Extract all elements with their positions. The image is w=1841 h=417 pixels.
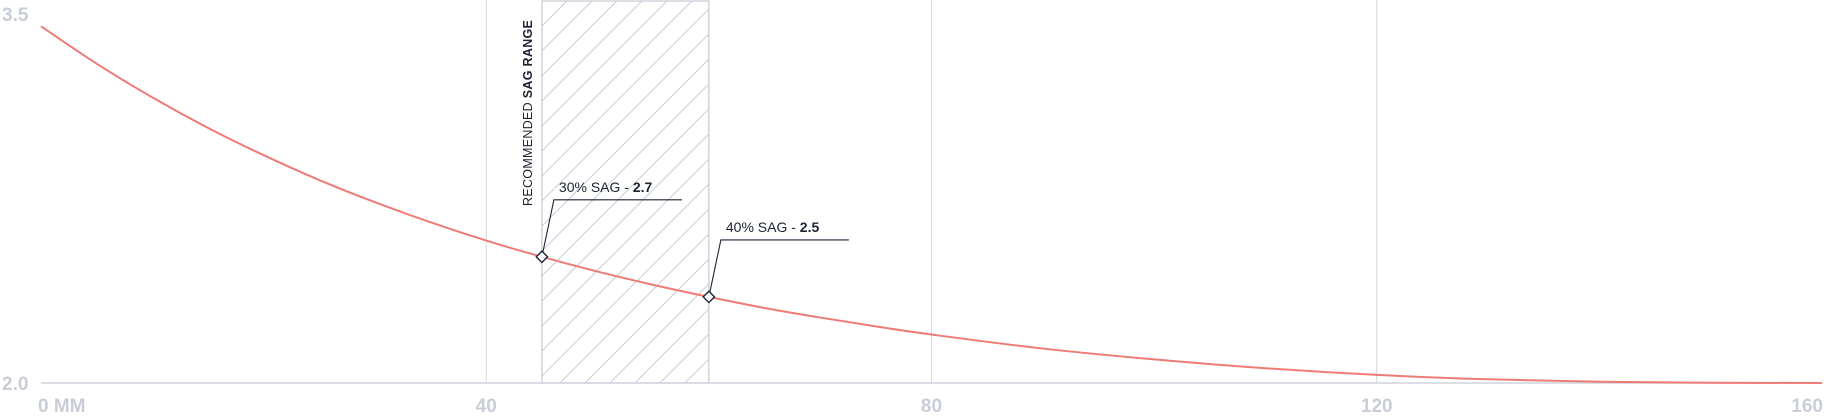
hatch-line [541, 183, 709, 352]
sag-annotations: 30% SAG - 2.7 40% SAG - 2.5 [535, 179, 849, 304]
hatch-line [609, 283, 709, 383]
band-label: RECOMMENDED SAG RANGE [521, 20, 535, 206]
x-tick-label-0: 0 MM [38, 396, 86, 417]
hatch-line [885, 1, 1267, 383]
series-line [40, 25, 1823, 384]
hatch-line [541, 158, 709, 327]
band-hatch [541, 1, 1467, 383]
hatch-line [541, 1, 568, 27]
annotation-30: 30% SAG - 2.7 [535, 179, 682, 264]
hatch-line [541, 133, 709, 302]
y-tick-label-3-5: 3.5 [2, 5, 29, 26]
hatch-line [710, 1, 1092, 383]
hatch-line [541, 1, 643, 102]
hatch-line [760, 1, 1142, 383]
band-label-bold: SAG RANGE [521, 20, 535, 98]
hatch-line [634, 308, 709, 383]
annotation-40-value: 2.5 [800, 219, 820, 235]
annotation-40-leader [708, 239, 849, 298]
hatch-line [860, 1, 1242, 383]
hatch-line [541, 1, 693, 152]
annotation-40-text: 40% SAG - 2.5 [726, 219, 820, 235]
band-label-prefix: RECOMMENDED [521, 98, 535, 206]
hatch-line [1060, 1, 1442, 383]
hatch-line [785, 1, 1167, 383]
hatch-line [985, 1, 1367, 383]
hatch-line [1010, 1, 1392, 383]
hatch-line [735, 1, 1117, 383]
hatch-line [541, 1, 618, 77]
hatch-line [1035, 1, 1417, 383]
annotation-30-text: 30% SAG - 2.7 [559, 179, 653, 195]
annotation-30-value: 2.7 [633, 179, 653, 195]
annotation-40-prefix: 40% SAG - [726, 219, 800, 235]
annotation-40-marker [702, 290, 716, 304]
hatch-line [541, 108, 709, 277]
annotation-30-leader [541, 199, 682, 257]
annotation-30-marker [535, 250, 549, 264]
tick-labels: 0 MM 40 80 120 160 3.5 2.0 [2, 5, 1823, 417]
grid-lines [485, 0, 1378, 383]
hatch-line [835, 1, 1217, 383]
hatch-line [541, 58, 709, 227]
hatch-line [584, 258, 709, 383]
x-tick-label-40: 40 [476, 396, 497, 417]
hatch-line [541, 1, 668, 127]
hatch-line [541, 8, 709, 177]
hatch-line [541, 208, 709, 377]
hatch-line [659, 333, 709, 383]
recommended-sag-range-band [541, 0, 1467, 384]
hatch-line [935, 1, 1317, 383]
hatch-line [559, 233, 709, 383]
x-tick-label-80: 80 [921, 396, 942, 417]
annotation-40: 40% SAG - 2.5 [702, 219, 849, 304]
x-tick-label-120: 120 [1361, 396, 1393, 417]
hatch-line [1085, 1, 1467, 383]
y-tick-label-2: 2.0 [2, 374, 28, 395]
hatch-line [960, 1, 1342, 383]
hatch-line [541, 33, 709, 202]
hatch-line [910, 1, 1292, 383]
annotation-30-prefix: 30% SAG - [559, 179, 633, 195]
x-tick-label-160: 160 [1791, 396, 1823, 417]
hatch-line [541, 83, 709, 252]
